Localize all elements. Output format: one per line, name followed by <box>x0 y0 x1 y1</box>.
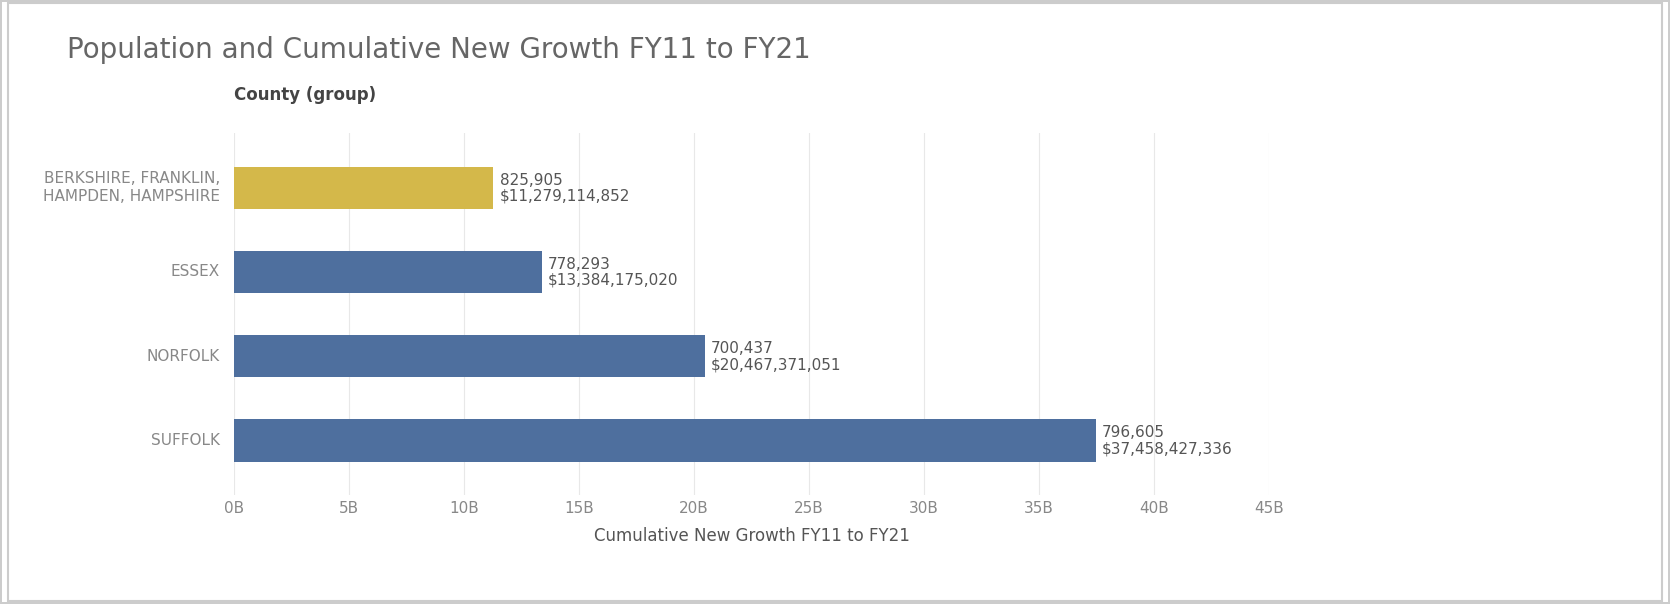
Text: 796,605: 796,605 <box>1102 425 1166 440</box>
Bar <box>234 419 1096 461</box>
Text: $20,467,371,051: $20,467,371,051 <box>711 357 842 372</box>
Bar <box>234 167 493 209</box>
Bar <box>234 335 705 378</box>
Text: $13,384,175,020: $13,384,175,020 <box>548 273 678 288</box>
Bar <box>234 251 541 293</box>
Text: Population and Cumulative New Growth FY11 to FY21: Population and Cumulative New Growth FY1… <box>67 36 810 64</box>
Text: $37,458,427,336: $37,458,427,336 <box>1102 442 1232 457</box>
Text: 700,437: 700,437 <box>711 341 773 356</box>
Text: 778,293: 778,293 <box>548 257 611 272</box>
X-axis label: Cumulative New Growth FY11 to FY21: Cumulative New Growth FY11 to FY21 <box>593 527 910 545</box>
Text: County (group): County (group) <box>234 86 376 104</box>
Text: $11,279,114,852: $11,279,114,852 <box>499 188 630 204</box>
Text: 825,905: 825,905 <box>499 173 563 188</box>
